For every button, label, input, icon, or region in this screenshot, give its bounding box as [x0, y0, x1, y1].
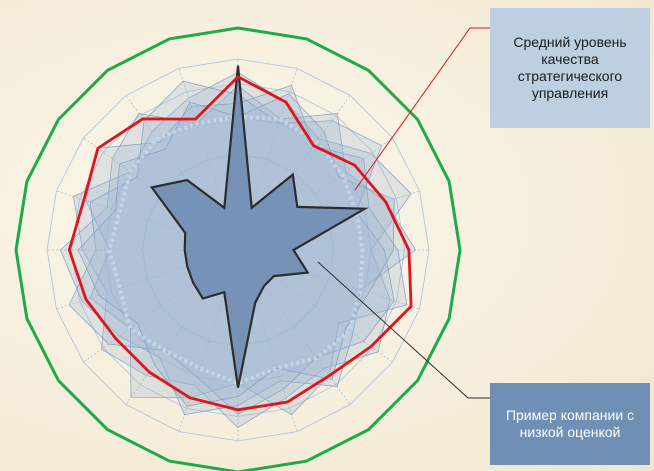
- low-company-callout-text: Пример компании с низкой оценкой: [505, 407, 635, 440]
- grid-ring: [46, 58, 430, 442]
- average-callout-text: Средний уровень качества стратегического…: [513, 34, 627, 101]
- average-callout: Средний уровень качества стратегического…: [490, 8, 650, 128]
- low-company-callout: Пример компании с низкой оценкой: [490, 383, 650, 465]
- dotted-series-line: [107, 114, 365, 386]
- average-line: [67, 75, 413, 412]
- low-company-polygon: [149, 65, 369, 388]
- low-company-leader-line: [317, 261, 490, 399]
- max-polygon-line: [14, 26, 462, 471]
- grid-ring: [71, 83, 405, 417]
- average-leader-line: [354, 27, 490, 191]
